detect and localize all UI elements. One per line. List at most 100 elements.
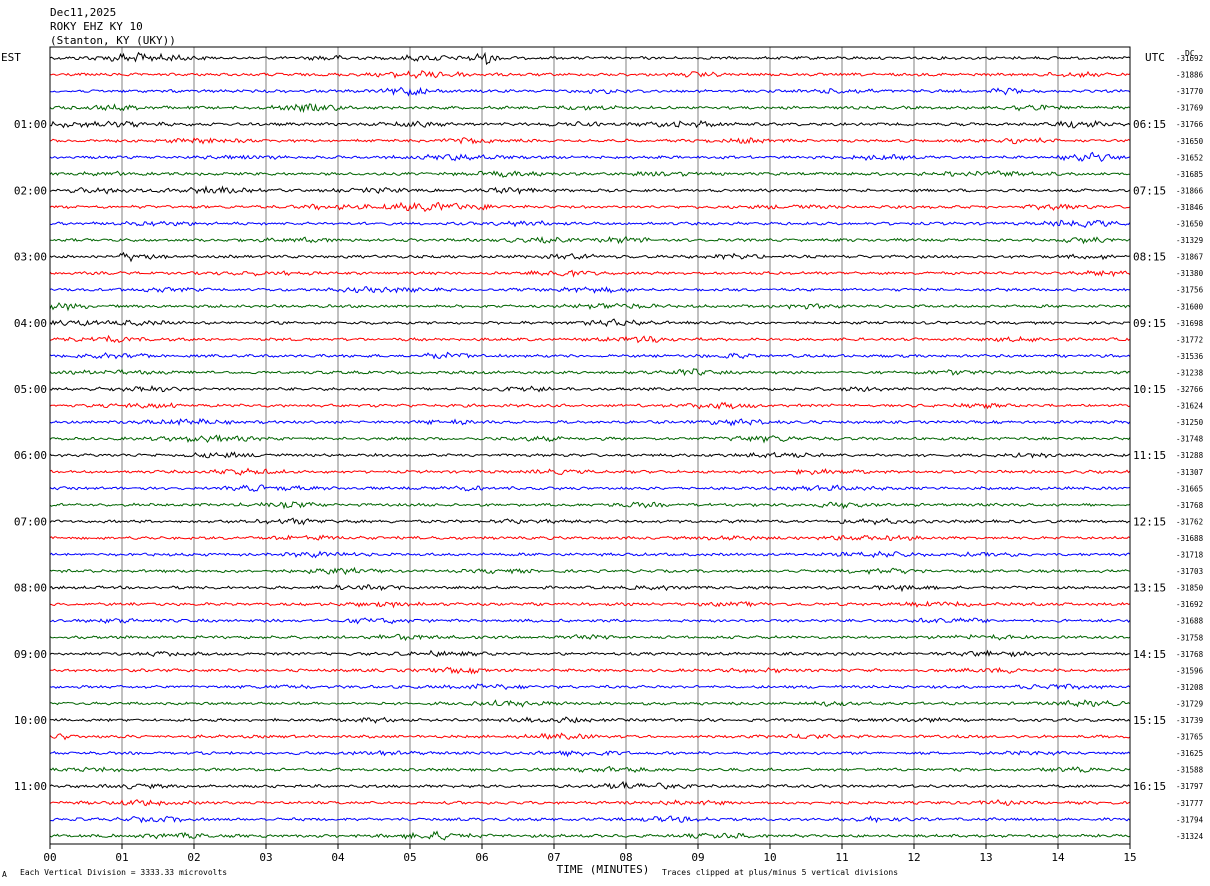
right-timezone-label: UTC	[1145, 51, 1165, 64]
trace-row-42	[49, 750, 1131, 758]
right-time-14:15: 14:15	[1133, 648, 1166, 661]
dc-offset-row-43: -31588	[1176, 766, 1204, 775]
left-time-08:00: 08:00	[14, 582, 47, 595]
left-time-11:00: 11:00	[14, 780, 47, 793]
right-time-16:15: 16:15	[1133, 780, 1166, 793]
left-time-05:00: 05:00	[14, 383, 47, 396]
dc-offset-row-40: -31739	[1176, 716, 1203, 725]
trace-row-15	[49, 302, 1131, 312]
dc-offset-row-21: -31624	[1176, 402, 1204, 411]
right-time-09:15: 09:15	[1133, 317, 1166, 330]
trace-row-39	[49, 699, 1131, 708]
right-time-13:15: 13:15	[1133, 582, 1166, 595]
x-tick-label-08: 08	[619, 851, 632, 864]
right-time-07:15: 07:15	[1133, 184, 1166, 197]
dc-offset-row-39: -31729	[1176, 699, 1203, 708]
trace-row-24	[49, 451, 1131, 459]
dc-offset-row-37: -31596	[1176, 666, 1204, 675]
trace-row-47	[49, 830, 1131, 841]
dc-offset-row-45: -31777	[1176, 799, 1203, 808]
x-tick-label-03: 03	[259, 851, 272, 864]
minute-grid	[121, 47, 1059, 844]
dc-offset-row-12: -31867	[1176, 253, 1203, 262]
dc-offset-row-46: -31794	[1176, 815, 1204, 824]
dc-offset-row-9: -31846	[1176, 203, 1204, 212]
x-tick-label-04: 04	[331, 851, 345, 864]
dc-offset-row-4: -31766	[1176, 120, 1204, 129]
left-timezone-label: EST	[1, 51, 21, 64]
trace-row-29	[49, 534, 1131, 541]
helicorder-date: Dec11,2025	[50, 6, 117, 19]
trace-row-5	[49, 137, 1131, 145]
trace-row-33	[49, 600, 1131, 609]
dc-offset-row-7: -31685	[1176, 170, 1203, 179]
trace-row-44	[49, 780, 1131, 790]
trace-row-26	[49, 484, 1131, 492]
right-time-06:15: 06:15	[1133, 118, 1166, 131]
trace-row-0	[49, 51, 1131, 66]
trace-row-10	[49, 219, 1131, 229]
x-tick-label-15: 15	[1123, 851, 1136, 864]
x-tick-label-12: 12	[907, 851, 920, 864]
dc-offset-row-38: -31208	[1176, 683, 1204, 692]
dc-offset-row-5: -31650	[1176, 137, 1204, 146]
trace-row-46	[49, 815, 1131, 824]
dc-offset-row-42: -31625	[1176, 749, 1203, 758]
axis-labels: 00 01 02 03 04 05 06 07 08 09 10 11 12 13 14 15 TIME (MI…	[14, 54, 1204, 876]
trace-row-20	[49, 384, 1131, 393]
trace-row-31	[49, 566, 1131, 576]
scale-note: Each Vertical Division = 3333.33 microvo…	[20, 868, 228, 877]
left-time-02:00: 02:00	[14, 184, 47, 197]
trace-row-12	[49, 251, 1131, 263]
left-time-01:00: 01:00	[14, 118, 47, 131]
dc-offset-row-6: -31652	[1176, 153, 1203, 162]
trace-row-22	[49, 417, 1131, 427]
dc-offset-row-28: -31762	[1176, 517, 1203, 526]
trace-row-19	[49, 368, 1131, 377]
trace-row-40	[49, 716, 1131, 724]
right-time-08:15: 08:15	[1133, 251, 1166, 264]
dc-offset-row-11: -31329	[1176, 236, 1203, 245]
left-time-04:00: 04:00	[14, 317, 47, 330]
trace-row-4	[49, 119, 1131, 129]
dc-offset-row-36: -31768	[1176, 650, 1204, 659]
trace-row-23	[49, 434, 1131, 444]
dc-offset-row-2: -31770	[1176, 87, 1204, 96]
trace-row-28	[49, 517, 1131, 526]
dc-offset-row-10: -31650	[1176, 220, 1204, 229]
trace-row-2	[50, 86, 1131, 97]
right-time-12:15: 12:15	[1133, 515, 1166, 528]
trace-row-30	[49, 550, 1131, 559]
x-tick-label-05: 05	[403, 851, 416, 864]
dc-offset-row-0: -31692	[1176, 54, 1203, 63]
left-time-09:00: 09:00	[14, 648, 47, 661]
dc-offset-row-17: -31772	[1176, 335, 1203, 344]
dc-offset-row-3: -31769	[1176, 104, 1203, 113]
trace-row-16	[49, 318, 1131, 328]
trace-row-18	[49, 351, 1131, 360]
station-location: (Stanton, KY (UKY))	[50, 34, 176, 47]
right-time-10:15: 10:15	[1133, 383, 1166, 396]
trace-lines	[49, 51, 1131, 841]
station-title: ROKY EHZ KY 10	[50, 20, 143, 33]
dc-offset-row-32: -31850	[1176, 584, 1204, 593]
trace-row-14	[49, 286, 1130, 294]
trace-row-3	[49, 103, 1131, 114]
trace-row-41	[49, 732, 1131, 741]
trace-row-37	[50, 666, 1131, 675]
dc-offset-row-22: -31250	[1176, 418, 1204, 427]
dc-offset-row-1: -31886	[1176, 71, 1204, 80]
x-tick-label-11: 11	[835, 851, 848, 864]
trace-row-34	[49, 617, 1131, 625]
trace-row-35	[49, 633, 1131, 642]
dc-offset-row-26: -31665	[1176, 484, 1203, 493]
dc-offset-row-19: -31238	[1176, 368, 1204, 377]
dc-offset-row-41: -31765	[1176, 733, 1203, 742]
left-time-07:00: 07:00	[14, 515, 47, 528]
corner-mark: A	[2, 870, 7, 879]
dc-offset-row-30: -31718	[1176, 551, 1204, 560]
left-time-10:00: 10:00	[14, 714, 47, 727]
right-time-15:15: 15:15	[1133, 714, 1166, 727]
